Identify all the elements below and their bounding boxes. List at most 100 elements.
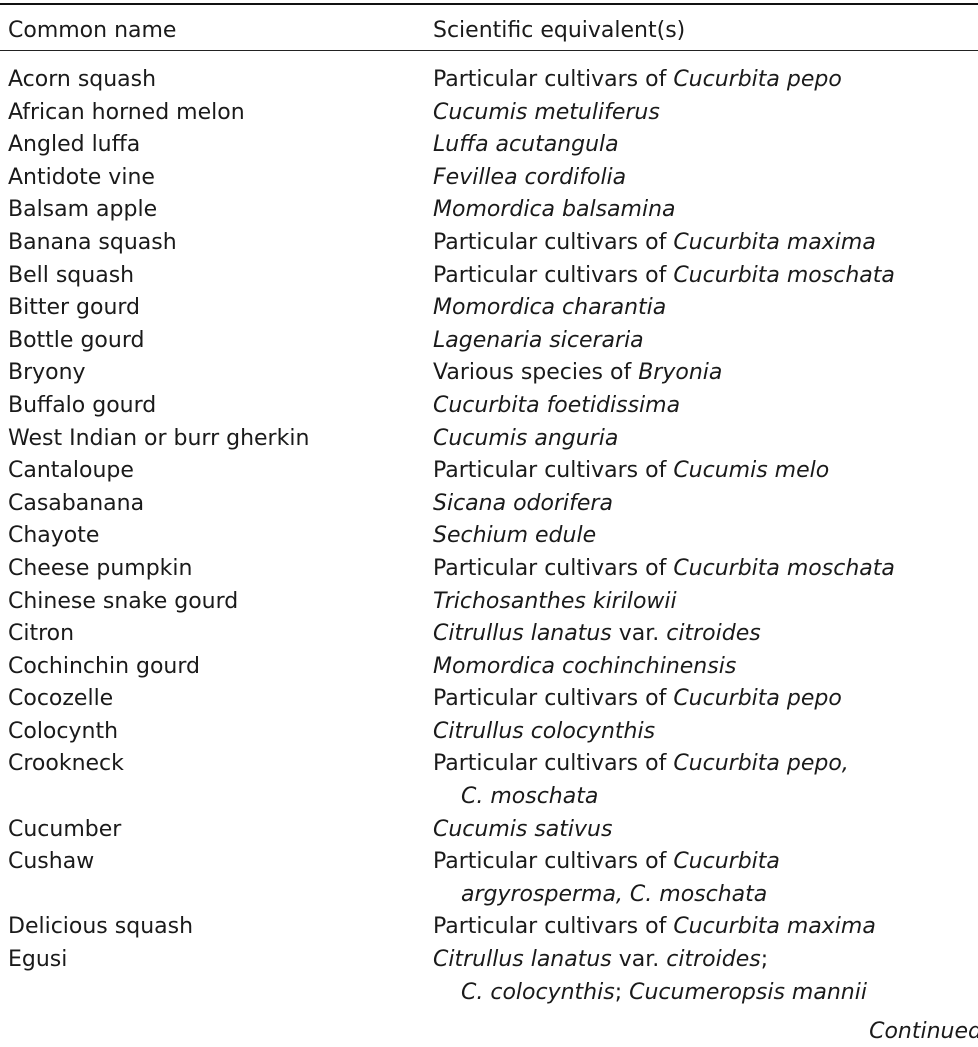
scientific-equivalent-cell: Sicana odorifera [433,488,978,521]
scientific-name-italic: Cucurbita pepo [673,67,842,92]
table-body: Acorn squash Particular cultivars of Cucu… [0,64,978,1009]
table-top-rule [0,3,978,5]
scientific-equivalent-cell: Particular cultivars of Cucurbita pepo [433,683,978,716]
scientific-name-italic: citroides [666,947,761,973]
scientific-text: ; [614,979,630,1005]
common-name-cell: West Indian or burr gherkin [8,425,310,451]
table-row: Chinese snake gourd Trichosanthes kirilow… [0,586,978,619]
scientific-text: Particular cultivars of [433,686,674,712]
scientific-name-italic: Cucumis sativus [433,816,613,842]
scientific-text: Various species of [433,360,639,386]
scientific-name-italic: Momordica charantia [433,295,667,321]
scientific-line: Particular cultivars of Cucurbita pepo [433,64,978,97]
scientific-equivalent-cell: Sechium edule [433,520,978,553]
table-row: Acorn squash Particular cultivars of Cucu… [0,64,978,97]
table-row: Buffalo gourd Cucurbita foetidissima [0,390,978,423]
common-name-cell: Banana squash [8,229,177,255]
scientific-line: Momordica balsamina [433,194,978,227]
common-name-cell: Cucumber [8,816,122,842]
scientific-line: Cucumis anguria [433,423,978,456]
common-name-cell: Cheese pumpkin [8,555,193,581]
table-row: Angled luffa Luffa acutangula [0,129,978,162]
table-header-rule [0,50,978,51]
scientific-name-italic: Citrullus lanatus [433,947,612,973]
common-name-cell: Chinese snake gourd [8,588,239,614]
scientific-name-italic: Cucurbita maxima [673,914,876,940]
table-row: Bryony Various species of Bryonia [0,357,978,390]
scientific-name-italic: Sicana odorifera [433,490,613,516]
common-name-cell: Citron [8,621,75,647]
column-header-common-name: Common name [8,18,177,43]
scientific-equivalent-cell: Fevillea cordifolia [433,162,978,195]
scientific-name-italic: Luffa acutangula [433,132,619,158]
scientific-line: Particular cultivars of Cucurbita [433,846,978,879]
scientific-name-italic: Sechium edule [433,523,597,549]
scientific-equivalent-cell: Citrullus lanatus var. citroides [433,618,978,651]
common-name-cell: Bryony [8,360,86,386]
scientific-name-italic: Cucumeropsis mannii [629,979,867,1005]
common-name-cell: Balsam apple [8,197,158,223]
scientific-name-italic: Cucurbita maxima [673,229,876,255]
scientific-name-italic: C. moschata [461,784,599,810]
table-row: Cushaw Particular cultivars of Cucurbita a… [0,846,978,911]
scientific-text: ; [760,947,769,973]
scientific-name-italic: Cucurbita foetidissima [433,392,681,418]
table-row: Crookneck Particular cultivars of Cucurbi… [0,748,978,813]
common-name-cell: Cocozelle [8,686,114,712]
common-name-cell: Delicious squash [8,914,194,940]
scientific-line: Momordica charantia [433,292,978,325]
scientific-text: Particular cultivars of [433,67,674,92]
table-row: Citron Citrullus lanatus var. citroides [0,618,978,651]
scientific-name-italic: Cucumis melo [673,458,830,484]
common-name-cell: Egusi [8,947,68,973]
scientific-equivalent-cell: Momordica balsamina [433,194,978,227]
table-row: Cantaloupe Particular cultivars of Cucumi… [0,455,978,488]
scientific-line: Sechium edule [433,520,978,553]
scientific-equivalent-cell: Cucumis metuliferus [433,97,978,130]
scientific-line: Citrullus colocynthis [433,716,978,749]
scientific-line: Sicana odorifera [433,488,978,521]
table-row: Bell squash Particular cultivars of Cucur… [0,260,978,293]
scientific-equivalent-cell: Luffa acutangula [433,129,978,162]
scientific-line: Cucurbita foetidissima [433,390,978,423]
common-name-cell: Bitter gourd [8,295,141,321]
scientific-name-italic: Cucumis metuliferus [433,99,660,125]
scientific-equivalent-cell: Various species of Bryonia [433,357,978,390]
table-row: Cucumber Cucumis sativus [0,814,978,847]
scientific-continuation-line: argyrosperma, C. moschata [433,879,978,912]
scientific-line: Particular cultivars of Cucurbita maxima [433,911,978,944]
scientific-line: Trichosanthes kirilowii [433,586,978,619]
table-row: Bottle gourd Lagenaria siceraria [0,325,978,358]
scientific-line: Lagenaria siceraria [433,325,978,358]
scientific-line: Cucumis sativus [433,814,978,847]
scientific-name-italic: Cucurbita pepo [673,686,842,712]
scientific-line: Momordica cochinchinensis [433,651,978,684]
scientific-equivalent-cell: Particular cultivars of Cucurbita moscha… [433,553,978,586]
table-row: Colocynth Citrullus colocynthis [0,716,978,749]
scientific-line: Particular cultivars of Cucurbita moscha… [433,553,978,586]
table-row: Egusi Citrullus lanatus var. citroides; C.… [0,944,978,1009]
common-name-cell: Colocynth [8,718,119,744]
common-name-cell: Bell squash [8,262,135,288]
scientific-equivalent-cell: Lagenaria siceraria [433,325,978,358]
scientific-continuation-line: C. moschata [433,781,978,814]
scientific-name-italic: Citrullus lanatus [433,621,612,647]
scientific-line: Particular cultivars of Cucurbita maxima [433,227,978,260]
table-row: African horned melon Cucumis metuliferus [0,97,978,130]
scientific-continuation-line: C. colocynthis; Cucumeropsis mannii [433,977,978,1010]
scientific-name-italic: Trichosanthes kirilowii [433,588,677,614]
table-row: Cochinchin gourd Momordica cochinchinensi… [0,651,978,684]
common-name-cell: Angled luffa [8,132,141,158]
scientific-equivalent-cell: Particular cultivars of Cucurbita maxima [433,911,978,944]
table-row: Delicious squash Particular cultivars of … [0,911,978,944]
common-name-cell: Crookneck [8,751,124,777]
scientific-equivalent-cell: Particular cultivars of Cucumis melo [433,455,978,488]
scientific-equivalent-cell: Particular cultivars of Cucurbita maxima [433,227,978,260]
scientific-name-italic: Cucurbita [673,849,780,875]
scientific-equivalent-cell: Particular cultivars of Cucurbita moscha… [433,260,978,293]
common-name-cell: Cantaloupe [8,458,134,484]
scientific-name-italic: argyrosperma, C. moschata [461,881,768,907]
table-row: Bitter gourd Momordica charantia [0,292,978,325]
common-name-cell: Antidote vine [8,164,155,190]
